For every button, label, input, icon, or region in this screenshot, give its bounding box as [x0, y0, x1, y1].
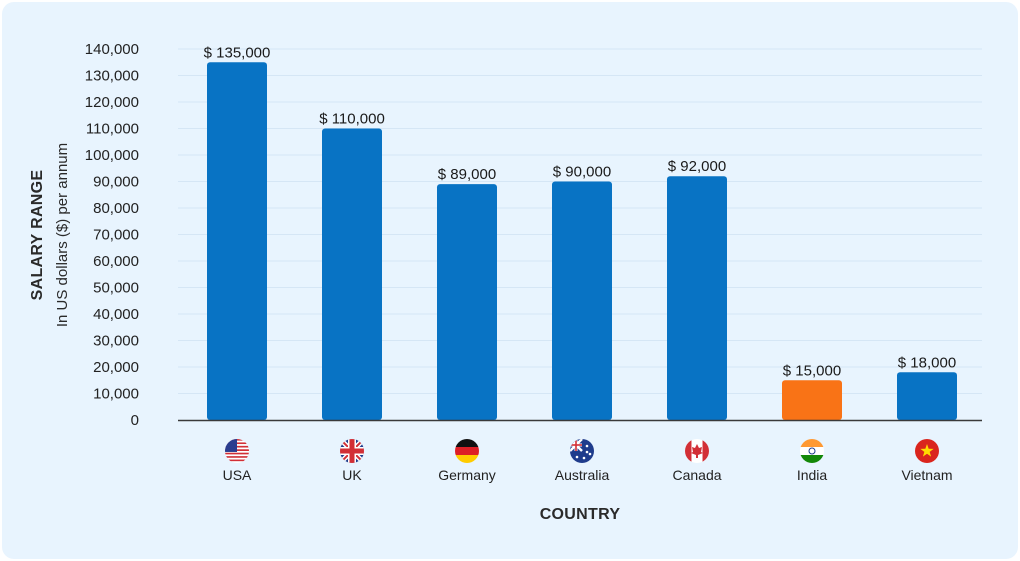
canada-flag-icon [685, 439, 709, 463]
x-category-label: India [797, 467, 828, 483]
usa-flag-icon [225, 439, 249, 463]
data-label: $ 110,000 [319, 111, 385, 128]
y-tick-label: 50,000 [93, 280, 139, 297]
x-axis-categories: USA UK Germany Australia Canada India Vietnam [223, 467, 953, 483]
x-category-label: Australia [555, 467, 610, 483]
bar-canada [667, 176, 727, 420]
y-tick-label: 100,000 [85, 147, 139, 164]
data-label: $ 90,000 [553, 164, 611, 181]
bar-australia [552, 181, 612, 420]
x-category-label: USA [223, 467, 252, 483]
y-axis-title: SALARY RANGE [29, 170, 46, 301]
x-category-label: UK [342, 467, 362, 483]
y-tick-label: 80,000 [93, 200, 139, 217]
y-tick-label: 60,000 [93, 253, 139, 270]
y-tick-label: 10,000 [93, 386, 139, 403]
bars: $ 135,000 $ 110,000 $ 89,000 $ 90,000 $ 92,0… [204, 44, 957, 420]
data-label: $ 135,000 [204, 44, 271, 61]
bar-germany [437, 184, 497, 420]
y-tick-label: 110,000 [86, 121, 139, 138]
y-tick-label: 140,000 [85, 41, 139, 58]
y-axis-ticks: 0 10,000 20,000 30,000 40,000 50,000 60,000 70,… [85, 41, 139, 429]
india-flag-icon [800, 439, 824, 463]
y-tick-label: 130,000 [85, 68, 139, 85]
data-label: $ 92,000 [668, 158, 726, 175]
y-tick-label: 120,000 [85, 94, 139, 111]
bar-vietnam [897, 372, 957, 420]
x-category-label: Germany [438, 467, 496, 483]
y-tick-label: 20,000 [93, 359, 139, 376]
country-flags [225, 439, 939, 463]
y-tick-label: 90,000 [93, 174, 139, 191]
data-label: $ 18,000 [898, 354, 956, 371]
y-tick-label: 40,000 [93, 306, 139, 323]
data-label: $ 89,000 [438, 166, 496, 183]
bar-india [782, 380, 842, 420]
y-tick-label: 0 [131, 412, 139, 429]
y-tick-label: 30,000 [93, 333, 139, 350]
x-axis-title: COUNTRY [540, 506, 621, 523]
y-axis-subtitle: In US dollars ($) per annum [54, 143, 71, 327]
vietnam-flag-icon [915, 439, 939, 463]
bar-usa [207, 62, 267, 420]
australia-flag-icon [570, 439, 594, 463]
data-label: $ 15,000 [783, 362, 841, 379]
uk-flag-icon [340, 439, 364, 463]
x-category-label: Vietnam [901, 467, 952, 483]
germany-flag-icon [455, 439, 479, 463]
y-tick-label: 70,000 [93, 227, 139, 244]
bar-uk [322, 128, 382, 420]
x-category-label: Canada [672, 467, 721, 483]
